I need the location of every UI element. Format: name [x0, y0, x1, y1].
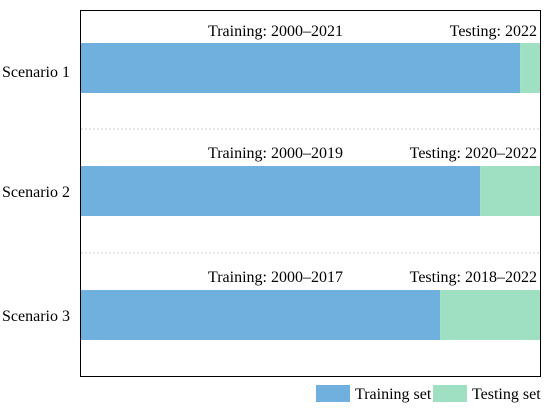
scenario-row-1: Scenario 1 Training: 2000–2021 Testing: …	[2, 23, 540, 93]
scenario-1-training-bar	[81, 43, 521, 93]
scenario-1-testing-label: Testing: 2022	[450, 23, 537, 40]
legend: Training set Testing set	[316, 385, 541, 403]
scenario-3-testing-label: Testing: 2018–2022	[410, 269, 537, 286]
scenario-1-label: Scenario 1	[2, 64, 70, 81]
scenario-row-3: Scenario 3 Training: 2000–2017 Testing: …	[2, 269, 540, 340]
scenario-1-training-label: Training: 2000–2021	[208, 23, 343, 40]
scenario-3-training-label: Training: 2000–2017	[208, 269, 343, 286]
scenario-3-label: Scenario 3	[2, 308, 70, 325]
legend-testing-swatch	[433, 385, 467, 402]
scenario-3-testing-bar	[440, 290, 540, 340]
plot-frame	[80, 10, 541, 377]
scenario-2-testing-label: Testing: 2020–2022	[410, 145, 537, 162]
scenario-2-testing-bar	[480, 166, 540, 216]
scenario-2-label: Scenario 2	[2, 184, 70, 201]
scenario-1-testing-bar	[520, 43, 540, 93]
scenario-2-training-bar	[81, 166, 481, 216]
legend-training-swatch	[316, 385, 350, 402]
scenario-3-training-bar	[81, 290, 441, 340]
legend-testing-label: Testing set	[472, 386, 541, 403]
legend-training-label: Training set	[355, 386, 432, 403]
scenario-row-2: Scenario 2 Training: 2000–2019 Testing: …	[2, 145, 540, 216]
scenario-2-training-label: Training: 2000–2019	[208, 145, 343, 162]
